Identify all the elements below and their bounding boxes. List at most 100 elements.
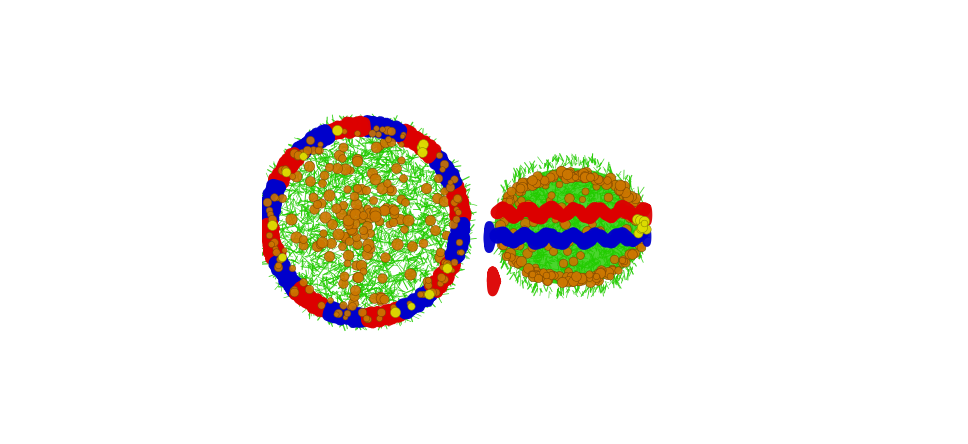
Point (501, 197, 517, 204)
Point (397, 198, 412, 206)
Point (302, 137, 318, 144)
Point (345, 226, 360, 234)
Point (522, 180, 537, 187)
Point (436, 161, 451, 168)
Point (451, 209, 467, 216)
Point (560, 268, 576, 275)
Point (347, 219, 362, 226)
Point (353, 262, 369, 269)
Point (498, 202, 513, 209)
Point (285, 172, 300, 179)
Point (449, 194, 465, 202)
Point (637, 220, 652, 227)
Point (335, 301, 350, 308)
Point (547, 216, 562, 223)
Point (295, 242, 311, 249)
Point (277, 166, 292, 173)
Point (602, 272, 618, 279)
Point (395, 130, 410, 137)
Point (505, 257, 521, 264)
Point (439, 260, 455, 267)
Point (499, 252, 514, 259)
Point (387, 308, 403, 315)
Point (418, 185, 434, 192)
Point (538, 271, 554, 278)
Point (615, 188, 630, 195)
Point (537, 181, 553, 188)
Point (374, 309, 389, 316)
Point (607, 181, 622, 188)
Point (324, 220, 340, 227)
Point (336, 273, 351, 280)
Point (510, 261, 526, 268)
Point (513, 187, 529, 194)
Point (437, 188, 452, 195)
Point (431, 174, 446, 181)
Point (285, 286, 300, 293)
Point (343, 225, 358, 232)
Point (570, 170, 586, 177)
Point (288, 173, 304, 180)
Point (321, 192, 337, 199)
Point (394, 132, 409, 139)
Point (330, 309, 346, 316)
Point (629, 201, 645, 208)
Point (540, 274, 556, 281)
Point (453, 249, 469, 256)
Point (260, 206, 276, 213)
Point (368, 175, 383, 182)
Point (627, 194, 643, 202)
Point (505, 229, 521, 236)
Point (551, 180, 566, 187)
Point (528, 263, 543, 270)
Point (359, 204, 375, 211)
Point (384, 205, 400, 212)
Point (532, 237, 548, 244)
Point (430, 195, 445, 202)
Point (372, 217, 387, 224)
Point (335, 201, 350, 208)
Point (573, 171, 589, 178)
Point (277, 246, 292, 254)
Point (378, 179, 394, 186)
Point (412, 291, 428, 298)
Point (632, 205, 648, 212)
Point (503, 254, 519, 261)
Point (323, 240, 339, 247)
Point (611, 187, 626, 194)
Point (442, 183, 458, 190)
Point (513, 258, 529, 265)
Point (565, 257, 581, 264)
Point (529, 272, 545, 279)
Point (436, 258, 451, 266)
Point (361, 215, 377, 222)
Point (512, 184, 528, 191)
Point (611, 187, 626, 194)
Point (300, 147, 316, 154)
Point (601, 193, 617, 200)
Point (274, 166, 289, 174)
Point (582, 279, 597, 286)
Point (588, 273, 603, 280)
Point (306, 147, 321, 154)
Point (364, 129, 379, 136)
Point (562, 168, 578, 175)
Point (633, 225, 649, 232)
Point (348, 210, 363, 218)
Point (286, 288, 301, 295)
Point (525, 270, 540, 278)
Point (584, 227, 599, 234)
Point (525, 272, 540, 279)
Point (590, 276, 605, 283)
Point (494, 239, 509, 246)
Point (268, 249, 284, 256)
Point (348, 200, 364, 207)
Point (590, 175, 605, 182)
Point (612, 181, 627, 188)
Point (432, 280, 447, 287)
Point (525, 182, 540, 189)
Point (366, 197, 381, 204)
Point (289, 152, 305, 159)
Point (500, 192, 516, 199)
Point (551, 273, 566, 280)
